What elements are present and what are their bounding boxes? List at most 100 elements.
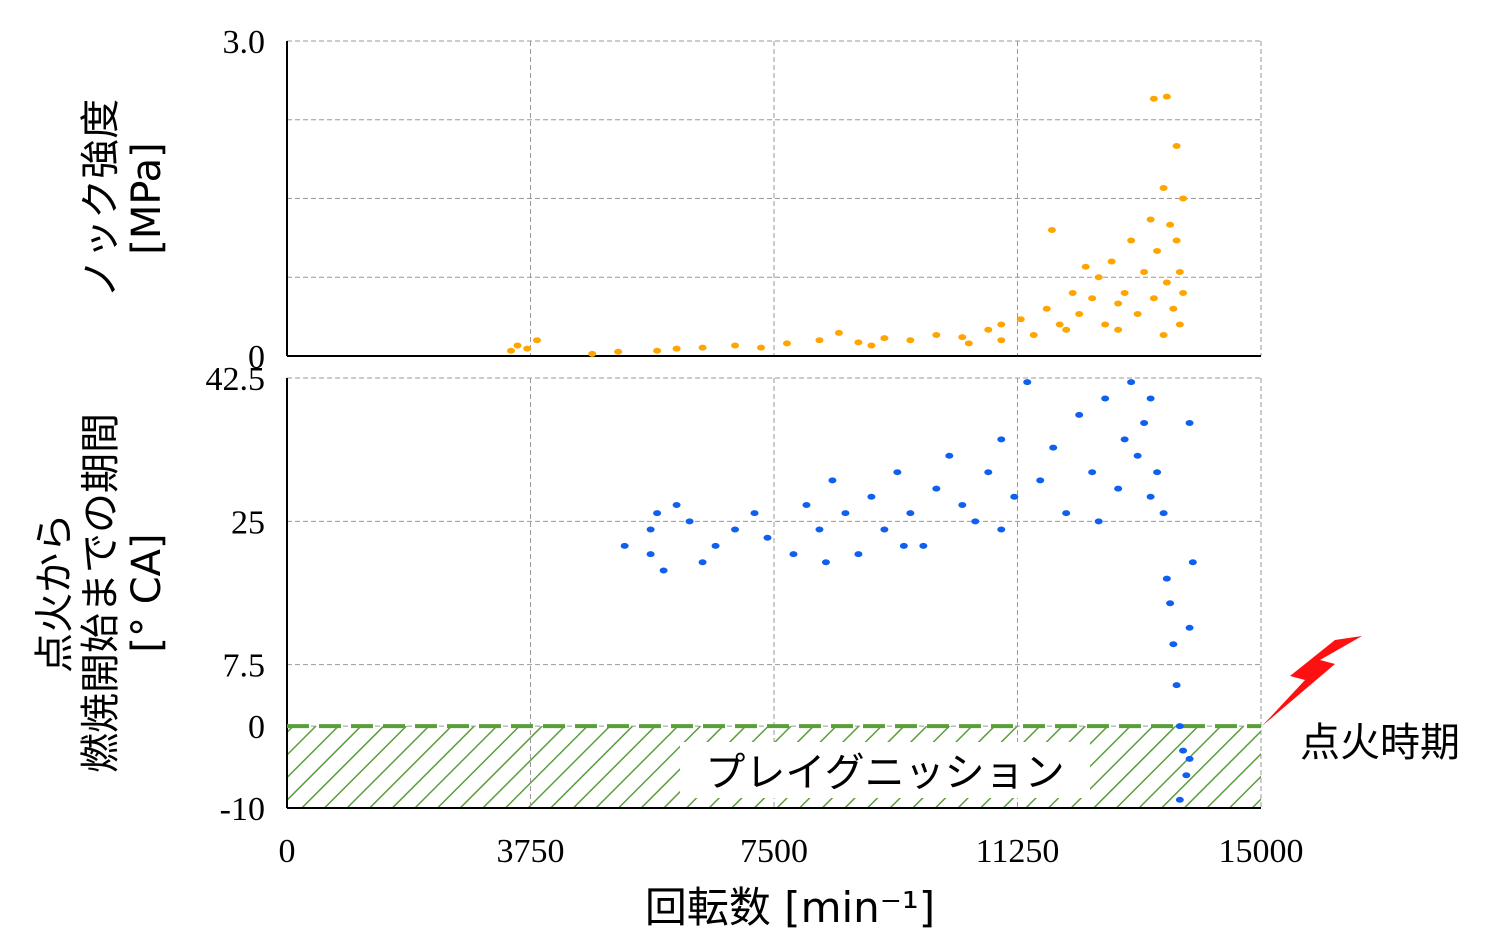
- y-tick-label: 42.5: [206, 361, 266, 398]
- point: [1101, 395, 1110, 402]
- point: [1149, 95, 1158, 102]
- annotation: 点火時期: [1300, 720, 1460, 766]
- point: [1172, 682, 1181, 689]
- point: [614, 348, 623, 355]
- point: [711, 542, 720, 549]
- point: [997, 526, 1006, 533]
- point: [958, 501, 967, 508]
- point: [1169, 641, 1178, 648]
- point: [1042, 305, 1051, 312]
- point: [1153, 469, 1162, 476]
- label-background: [680, 742, 1090, 798]
- point: [1162, 279, 1171, 286]
- point: [1075, 311, 1084, 317]
- point: [1146, 216, 1155, 223]
- point: [1166, 221, 1175, 228]
- point: [893, 469, 902, 476]
- point: [841, 510, 850, 517]
- point: [1159, 510, 1168, 517]
- x-tick-label: 7500: [740, 833, 808, 870]
- point: [1185, 755, 1194, 762]
- x-tick-label: 0: [279, 833, 296, 870]
- point: [854, 551, 863, 558]
- x-axis-label: 回転数 [min⁻¹]: [645, 883, 935, 932]
- point: [1094, 274, 1103, 281]
- point: [513, 342, 522, 349]
- point: [1010, 493, 1019, 500]
- point: [1127, 379, 1136, 386]
- point: [958, 334, 967, 341]
- point: [1162, 575, 1171, 582]
- point: [984, 469, 993, 476]
- point: [984, 326, 993, 333]
- annotation: プレイグニッション: [705, 750, 1064, 796]
- point: [906, 337, 915, 344]
- point: [1140, 420, 1149, 427]
- point: [802, 501, 811, 508]
- point: [1120, 436, 1129, 443]
- point: [1140, 269, 1149, 275]
- point: [731, 342, 740, 349]
- point: [1120, 290, 1129, 296]
- point: [1101, 321, 1110, 328]
- point: [1185, 420, 1194, 427]
- point: [523, 345, 532, 352]
- point: [932, 485, 941, 492]
- point: [1062, 326, 1071, 333]
- y-axis-label: [° CA]: [124, 533, 170, 652]
- point: [1029, 332, 1038, 338]
- y-tick-label: 0: [248, 709, 265, 746]
- point: [1182, 772, 1191, 779]
- point: [653, 347, 662, 354]
- point: [789, 551, 798, 558]
- point: [1075, 411, 1084, 418]
- point: [1049, 444, 1058, 451]
- point: [1175, 723, 1184, 730]
- x-tick-label: 3750: [497, 833, 565, 870]
- point: [1068, 290, 1077, 296]
- point: [1036, 477, 1045, 484]
- point: [906, 510, 915, 517]
- point: [1146, 493, 1155, 500]
- point: [532, 337, 541, 344]
- point: [1179, 747, 1188, 754]
- point: [828, 477, 837, 484]
- point: [945, 452, 954, 459]
- point: [867, 493, 876, 500]
- point: [997, 436, 1006, 443]
- point: [1146, 395, 1155, 402]
- point: [880, 335, 889, 342]
- point: [698, 559, 707, 566]
- point: [815, 337, 824, 344]
- y-axis-label: [MPa]: [124, 142, 170, 255]
- point: [1175, 321, 1184, 328]
- point: [834, 329, 843, 336]
- point: [782, 340, 791, 347]
- point: [932, 332, 941, 338]
- point: [672, 345, 681, 352]
- point: [731, 526, 740, 533]
- point: [880, 526, 889, 533]
- y-label-bottom: 点火から 燃焼開始までの期間 [° CA]: [32, 413, 170, 773]
- y-axis-label: 燃焼開始までの期間: [78, 413, 124, 773]
- point: [1081, 263, 1090, 270]
- point: [685, 518, 694, 525]
- point: [821, 559, 830, 566]
- point: [1114, 326, 1123, 333]
- point: [588, 350, 597, 357]
- point: [899, 542, 908, 549]
- point: [653, 510, 662, 517]
- point: [1088, 295, 1097, 302]
- point: [1175, 796, 1184, 803]
- point: [1062, 510, 1071, 517]
- point: [1133, 311, 1142, 317]
- point: [1175, 269, 1184, 275]
- point: [1114, 485, 1123, 492]
- y-label-top: ノック強度 [MPa]: [78, 99, 170, 298]
- point: [919, 542, 928, 549]
- point: [1179, 290, 1188, 296]
- y-axis-label: 点火から: [32, 513, 78, 673]
- point: [757, 344, 766, 351]
- point: [1179, 195, 1188, 202]
